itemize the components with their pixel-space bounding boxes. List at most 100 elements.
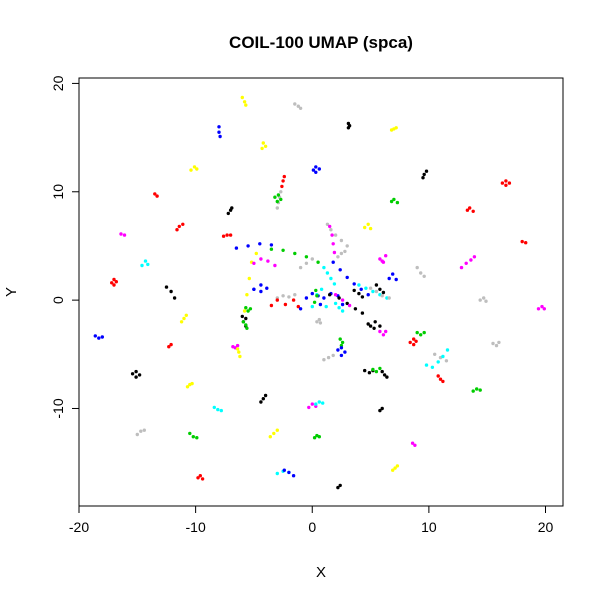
data-point — [374, 369, 379, 374]
data-point — [259, 400, 263, 404]
data-point — [314, 288, 318, 293]
data-point — [298, 307, 303, 311]
data-point — [321, 401, 325, 405]
data-point — [155, 194, 159, 198]
data-point — [217, 130, 221, 134]
data-point — [394, 126, 398, 130]
data-point — [272, 431, 276, 436]
data-point — [392, 197, 396, 202]
data-point — [324, 304, 328, 309]
data-point — [304, 261, 309, 265]
data-point — [184, 313, 188, 317]
y-tick-label: 0 — [50, 296, 66, 304]
data-point — [491, 341, 495, 346]
data-point — [167, 345, 171, 349]
data-point — [195, 436, 199, 440]
x-axis: -20 -10 0 10 20 — [69, 506, 554, 535]
data-point — [360, 311, 365, 315]
data-point — [364, 286, 368, 290]
data-point — [363, 225, 367, 230]
data-point — [382, 373, 387, 377]
data-point — [269, 247, 274, 251]
data-point — [322, 358, 326, 362]
data-point — [507, 181, 512, 185]
y-tick-label: 10 — [50, 184, 66, 200]
data-point — [339, 251, 344, 256]
data-point — [387, 276, 391, 281]
data-point — [412, 342, 416, 347]
data-point — [304, 296, 309, 300]
data-point — [200, 477, 205, 481]
data-point — [291, 298, 296, 302]
data-point — [230, 206, 234, 210]
data-point — [240, 314, 244, 319]
plot-frame — [78, 77, 564, 507]
data-point — [378, 408, 382, 413]
data-point — [391, 468, 395, 472]
data-point — [332, 282, 337, 286]
data-point — [363, 368, 367, 373]
data-point — [389, 128, 394, 132]
data-point — [188, 431, 192, 436]
data-point — [235, 347, 240, 351]
data-point — [395, 464, 400, 468]
x-tick-label: -20 — [69, 519, 89, 535]
data-point — [276, 193, 281, 197]
data-point — [504, 183, 508, 187]
data-point — [135, 432, 139, 437]
x-tick-label: 20 — [538, 519, 554, 535]
data-point — [137, 373, 142, 377]
data-point — [366, 293, 370, 297]
data-point — [130, 372, 135, 376]
data-point — [242, 100, 247, 104]
data-point — [298, 265, 303, 270]
data-point — [393, 466, 397, 470]
data-point — [336, 348, 340, 352]
data-point — [260, 146, 264, 151]
data-point — [337, 306, 341, 310]
data-point — [352, 288, 356, 293]
data-point — [419, 271, 423, 275]
data-point — [307, 405, 311, 410]
data-point — [444, 359, 449, 363]
data-point — [269, 243, 274, 247]
data-point — [282, 174, 286, 179]
data-point — [315, 320, 319, 324]
data-point — [273, 263, 277, 268]
data-point — [291, 474, 296, 478]
data-point — [317, 435, 321, 439]
data-point — [343, 249, 347, 254]
data-point — [368, 324, 373, 328]
data-point — [259, 257, 263, 261]
data-point — [182, 316, 186, 321]
data-point — [430, 365, 435, 369]
data-point — [169, 342, 173, 347]
data-point — [368, 226, 373, 231]
y-tick-label: -10 — [50, 398, 66, 418]
data-point — [339, 238, 344, 243]
data-point — [314, 402, 318, 406]
data-point — [340, 340, 345, 345]
data-point — [245, 293, 249, 297]
data-point — [310, 402, 314, 406]
y-tick-label: 20 — [50, 75, 66, 91]
data-point — [378, 287, 382, 291]
data-point — [445, 348, 450, 352]
data-point — [238, 354, 242, 359]
data-point — [134, 375, 138, 379]
data-point — [110, 281, 114, 285]
data-point — [279, 190, 283, 194]
data-point — [275, 471, 279, 476]
data-point — [478, 298, 482, 302]
data-point — [469, 258, 473, 262]
data-point — [240, 95, 244, 100]
x-axis-label: X — [316, 564, 326, 581]
data-point — [252, 287, 256, 291]
data-point — [312, 300, 317, 304]
data-point — [311, 168, 316, 172]
data-point — [196, 476, 200, 480]
data-point — [275, 199, 279, 204]
data-point — [424, 363, 429, 367]
data-point — [315, 294, 319, 298]
data-point — [412, 337, 416, 341]
